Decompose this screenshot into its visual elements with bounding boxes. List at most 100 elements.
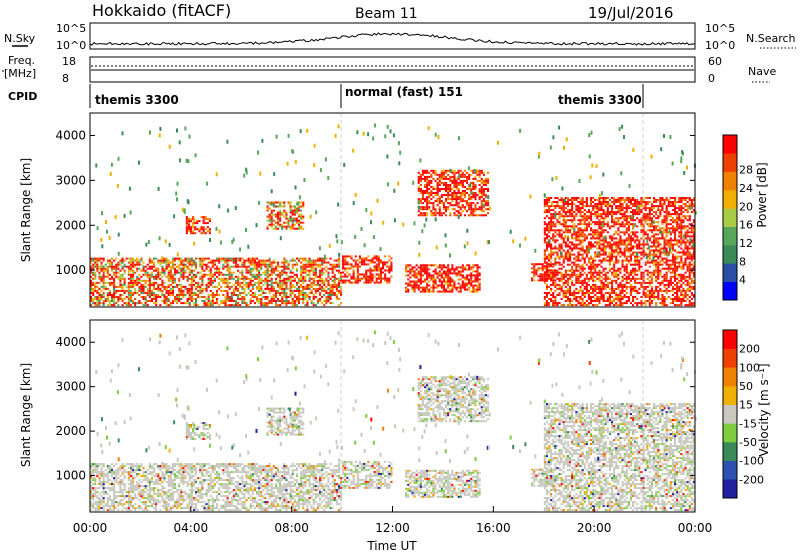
power-echo-cell <box>596 273 599 276</box>
power-echo-cell <box>474 284 477 287</box>
power-echo-cell <box>167 294 170 296</box>
power-echo-cell <box>604 277 607 280</box>
power-echo-cell <box>146 263 149 266</box>
power-echo-cell <box>617 207 620 210</box>
power-echo-cell <box>644 296 647 298</box>
power-echo-cell <box>222 281 225 284</box>
power-echo-cell <box>636 243 639 246</box>
power-echo-cell <box>571 235 574 238</box>
power-echo-cell <box>283 279 286 282</box>
power-echo-cell <box>409 280 412 283</box>
power-echo-cell <box>548 285 551 288</box>
power-echo-cell <box>373 257 376 260</box>
power-echo-cell <box>281 281 284 284</box>
power-echo-cell <box>234 287 237 290</box>
power-echo-cell <box>581 223 584 226</box>
power-echo-cell <box>308 271 311 274</box>
power-echo-cell <box>463 179 466 182</box>
power-echo-cell <box>155 281 158 284</box>
power-echo-cell <box>432 177 435 180</box>
power-echo-cell <box>283 283 286 286</box>
power-echo-cell <box>550 209 553 212</box>
power-echo-cell <box>340 271 343 274</box>
power-echo-cell <box>192 226 195 229</box>
power-echo-cell <box>293 217 296 220</box>
power-echo-cell <box>579 201 582 203</box>
power-echo-cell <box>201 296 204 298</box>
noise-panel: N.Sky 10^5 10^0 10^5 10^0 N.Search <box>4 22 796 52</box>
power-echo-cell <box>562 257 565 260</box>
power-echo-cell <box>302 289 305 292</box>
power-echo-cell <box>482 192 485 194</box>
power-echo-cell <box>596 203 599 205</box>
power-echo-cell <box>188 304 191 307</box>
power-echo-cell <box>613 255 616 258</box>
power-echo-cell <box>319 275 322 278</box>
power-echo-cell <box>657 298 660 300</box>
power-echo-cell <box>451 286 454 289</box>
power-echo-cell <box>291 209 294 212</box>
power-echo-cell <box>560 237 563 240</box>
power-echo-cell <box>289 225 292 228</box>
power-echo-cell <box>634 271 637 274</box>
power-echo-cell <box>569 275 572 278</box>
power-echo-cell <box>566 245 569 248</box>
power-echo-cell <box>163 267 166 270</box>
power-echo-cell <box>146 283 149 286</box>
power-echo-cell <box>346 255 349 258</box>
power-echo-cell <box>608 199 611 201</box>
power-echo-cell <box>606 277 609 280</box>
power-echo-cell <box>312 296 315 298</box>
power-echo-cell <box>281 289 284 292</box>
power-echo-cell <box>421 212 424 215</box>
power-echo-cell <box>115 271 118 274</box>
power-echo-cell <box>237 298 240 300</box>
power-echo-cell <box>474 175 477 178</box>
power-echo-cell <box>293 211 296 214</box>
power-echo-cell <box>281 287 284 290</box>
power-echo-cell <box>327 279 330 282</box>
power-echo-cell <box>90 279 93 282</box>
power-echo-cell <box>283 211 286 214</box>
power-echo-cell <box>92 265 95 268</box>
power-echo-cell <box>552 296 555 298</box>
power-echo-cell <box>613 225 616 228</box>
power-echo-cell <box>426 274 429 277</box>
power-echo-cell <box>474 278 477 281</box>
power-echo-cell <box>232 283 235 286</box>
power-echo-cell <box>466 181 469 184</box>
power-echo-cell <box>598 241 601 244</box>
power-echo-cell <box>169 277 172 280</box>
power-echo-cell <box>602 245 605 248</box>
power-echo-cell <box>428 272 431 275</box>
power-echo-cell <box>377 277 380 280</box>
power-echo-cell <box>594 269 597 272</box>
power-echo-cell <box>653 215 656 218</box>
power-echo-cell <box>182 269 185 272</box>
power-echo-cell <box>445 282 448 285</box>
power-echo-cell <box>125 302 128 305</box>
power-echo-cell <box>138 294 141 296</box>
power-echo-cell <box>426 200 429 203</box>
power-echo-cell <box>632 296 635 298</box>
power-echo-cell <box>655 261 658 264</box>
power-echo-cell <box>253 296 256 298</box>
power-echo-cell <box>438 208 441 211</box>
power-echo-cell <box>424 200 427 203</box>
power-echo-cell <box>556 277 559 280</box>
power-echo-cell <box>304 263 307 266</box>
power-echo-cell <box>453 272 456 275</box>
power-echo-cell <box>581 235 584 238</box>
power-echo-cell <box>632 203 635 205</box>
power-echo-cell <box>598 205 601 208</box>
power-echo-cell <box>650 296 653 298</box>
power-echo-cell <box>642 302 645 305</box>
power-echo-cell <box>424 214 427 217</box>
power-echo-cell <box>256 277 259 280</box>
power-echo-cell <box>180 287 183 290</box>
power-echo-cell <box>474 276 477 279</box>
power-echo-cell <box>165 257 168 260</box>
power-echo-cell <box>182 275 185 278</box>
power-echo-cell <box>245 302 248 305</box>
power-echo-cell <box>438 284 441 287</box>
